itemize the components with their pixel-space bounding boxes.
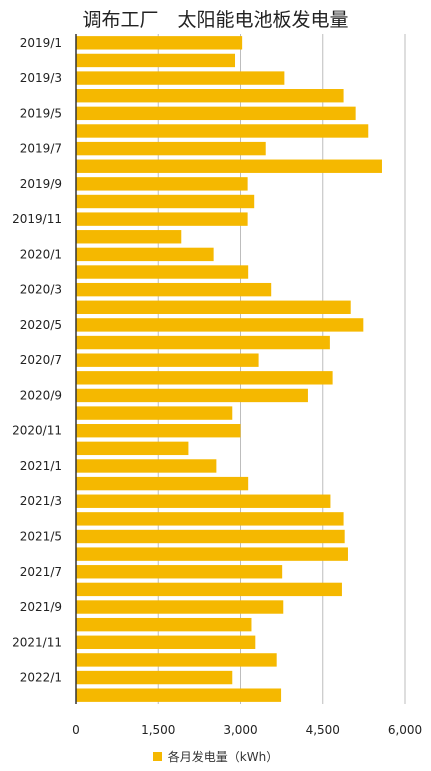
bar [76,141,266,156]
bar [76,670,233,685]
y-tick-label: 2019/11 [12,212,62,226]
bar [76,617,252,632]
y-tick-label: 2019/5 [20,106,62,120]
y-tick-label: 2020/5 [20,318,62,332]
y-tick-label: 2019/3 [20,71,62,85]
bar [76,247,214,262]
bar [76,582,342,597]
x-tick-label: 4,500 [306,723,340,737]
bar [76,353,259,367]
bar [76,688,282,702]
bar [76,371,333,385]
bar [76,300,351,314]
x-tick-label: 6,000 [388,723,422,737]
bar [76,424,241,438]
y-tick-label: 2021/11 [12,635,62,649]
y-tick-label: 2020/11 [12,424,62,438]
bar [76,635,256,649]
x-tick-label: 0 [72,723,80,737]
bar [76,36,243,50]
bar [76,512,344,526]
y-tick-label: 2019/7 [20,142,62,156]
y-tick-label: 2020/3 [20,283,62,297]
bar [76,89,344,103]
y-tick-label: 2021/1 [20,459,62,473]
bar [76,388,308,403]
y-tick-label: 2020/1 [20,247,62,261]
bar [76,459,217,473]
bar [76,124,369,138]
bar [76,600,284,614]
bar [76,71,285,85]
bar [76,547,348,561]
bar [76,159,382,173]
bar [76,106,356,121]
chart-title: 调布工厂 太阳能电池板发电量 [82,9,349,31]
legend-label: 各月发电量（kWh） [167,750,279,764]
bar [76,441,189,456]
y-tick-label: 2020/7 [20,353,62,367]
bar [76,318,364,332]
y-tick-label: 2020/9 [20,388,62,402]
bar [76,335,330,350]
x-tick-label: 3,000 [223,723,257,737]
bar [76,653,277,667]
y-tick-label: 2019/1 [20,36,62,50]
y-tick-label: 2021/5 [20,530,62,544]
bar [76,565,283,579]
bar [76,212,248,226]
bar [76,476,249,491]
bar [76,494,331,508]
legend-swatch [152,752,162,761]
y-tick-label: 2022/1 [20,671,62,685]
bar [76,282,272,297]
y-tick-label: 2019/9 [20,177,62,191]
bar [76,194,255,209]
bar [76,230,182,244]
x-tick-label: 1,500 [141,723,175,737]
y-tick-label: 2021/3 [20,494,62,508]
bar [76,406,233,420]
y-tick-label: 2021/7 [20,565,62,579]
y-tick-label: 2021/9 [20,600,62,614]
bar [76,53,236,68]
bar [76,529,345,544]
bar [76,265,249,279]
bar [76,177,248,191]
legend: 各月发电量（kWh） [0,748,431,765]
